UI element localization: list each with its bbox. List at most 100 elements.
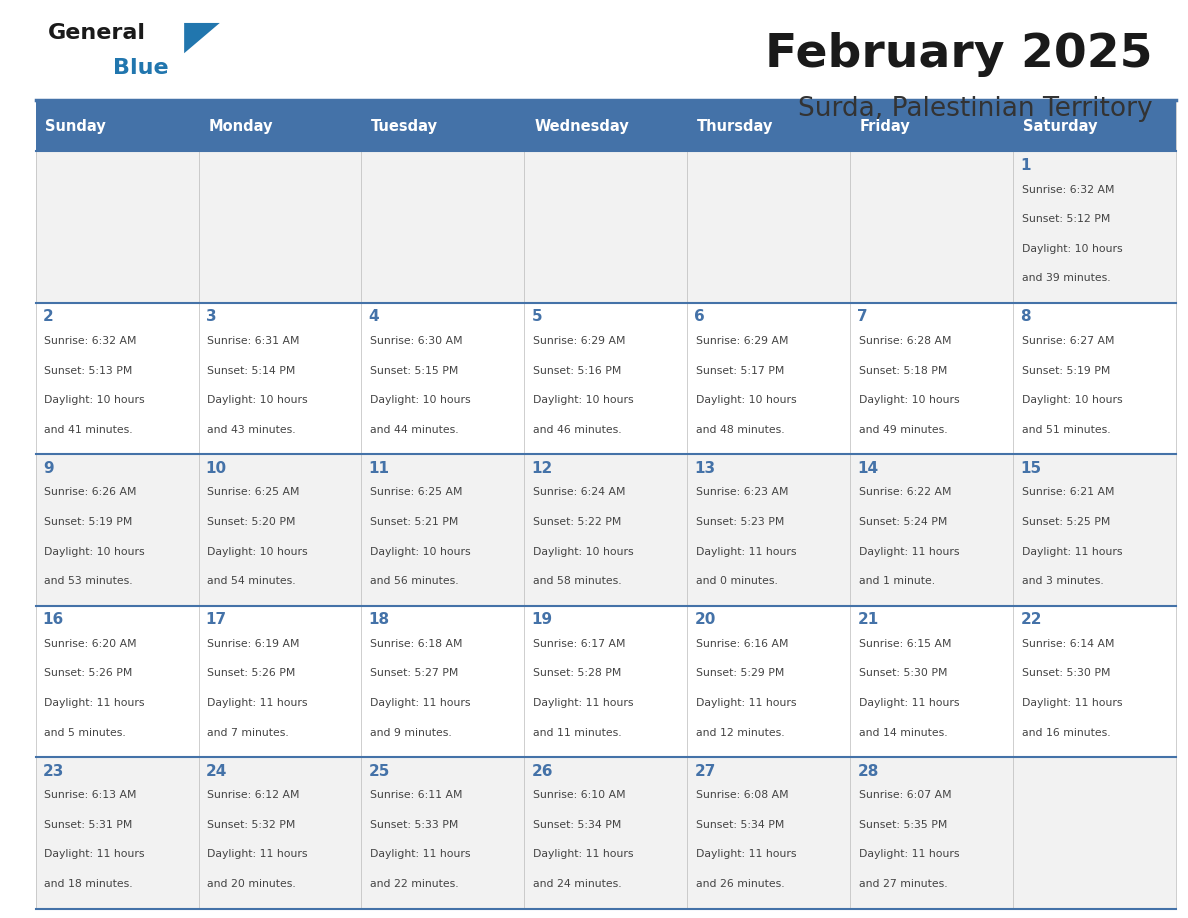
- Text: 2: 2: [43, 309, 53, 324]
- Text: 5: 5: [531, 309, 542, 324]
- Bar: [36, 606, 198, 757]
- Text: and 20 minutes.: and 20 minutes.: [207, 879, 296, 889]
- Text: Sunrise: 6:12 AM: Sunrise: 6:12 AM: [207, 790, 299, 800]
- Text: Daylight: 11 hours: Daylight: 11 hours: [207, 849, 308, 859]
- Text: Sunrise: 6:26 AM: Sunrise: 6:26 AM: [44, 487, 137, 498]
- Text: Sunset: 5:23 PM: Sunset: 5:23 PM: [696, 517, 784, 527]
- Text: 23: 23: [43, 764, 64, 778]
- Text: Daylight: 11 hours: Daylight: 11 hours: [44, 698, 145, 708]
- Text: Daylight: 10 hours: Daylight: 10 hours: [532, 546, 633, 556]
- Text: Sunrise: 6:28 AM: Sunrise: 6:28 AM: [859, 336, 952, 346]
- Text: Daylight: 11 hours: Daylight: 11 hours: [859, 546, 959, 556]
- Text: Sunrise: 6:32 AM: Sunrise: 6:32 AM: [1022, 185, 1114, 195]
- Text: Saturday: Saturday: [1023, 118, 1098, 134]
- Text: Sunset: 5:14 PM: Sunset: 5:14 PM: [207, 365, 296, 375]
- Text: and 27 minutes.: and 27 minutes.: [859, 879, 947, 889]
- Text: Sunset: 5:29 PM: Sunset: 5:29 PM: [696, 668, 784, 678]
- Bar: [198, 303, 361, 454]
- Text: Sunset: 5:34 PM: Sunset: 5:34 PM: [532, 820, 621, 830]
- Text: 12: 12: [531, 461, 552, 476]
- Text: Sunrise: 6:07 AM: Sunrise: 6:07 AM: [859, 790, 952, 800]
- Bar: [36, 454, 198, 606]
- Text: Wednesday: Wednesday: [535, 118, 628, 134]
- Text: Daylight: 10 hours: Daylight: 10 hours: [1022, 243, 1123, 253]
- Text: Sunset: 5:26 PM: Sunset: 5:26 PM: [207, 668, 296, 678]
- Bar: [524, 606, 688, 757]
- Text: Sunrise: 6:20 AM: Sunrise: 6:20 AM: [44, 639, 137, 649]
- Text: and 46 minutes.: and 46 minutes.: [532, 425, 621, 434]
- Text: Sunrise: 6:14 AM: Sunrise: 6:14 AM: [1022, 639, 1114, 649]
- Text: 4: 4: [368, 309, 379, 324]
- Text: and 5 minutes.: and 5 minutes.: [44, 728, 126, 737]
- Text: Sunrise: 6:18 AM: Sunrise: 6:18 AM: [369, 639, 462, 649]
- Text: and 24 minutes.: and 24 minutes.: [532, 879, 621, 889]
- Text: Sunrise: 6:13 AM: Sunrise: 6:13 AM: [44, 790, 137, 800]
- Text: Sunset: 5:30 PM: Sunset: 5:30 PM: [1022, 668, 1110, 678]
- Text: Daylight: 11 hours: Daylight: 11 hours: [696, 849, 796, 859]
- Text: Sunset: 5:33 PM: Sunset: 5:33 PM: [369, 820, 459, 830]
- Text: Sunrise: 6:08 AM: Sunrise: 6:08 AM: [696, 790, 789, 800]
- Bar: [524, 101, 688, 151]
- Bar: [524, 757, 688, 909]
- Text: 22: 22: [1020, 612, 1042, 627]
- Text: Sunset: 5:27 PM: Sunset: 5:27 PM: [369, 668, 459, 678]
- Text: 10: 10: [206, 461, 227, 476]
- Bar: [361, 101, 524, 151]
- Text: 16: 16: [43, 612, 64, 627]
- Text: Sunrise: 6:11 AM: Sunrise: 6:11 AM: [369, 790, 462, 800]
- Bar: [851, 101, 1013, 151]
- Text: February 2025: February 2025: [765, 32, 1152, 77]
- Text: Daylight: 11 hours: Daylight: 11 hours: [532, 698, 633, 708]
- Text: and 0 minutes.: and 0 minutes.: [696, 577, 777, 586]
- Text: Sunset: 5:18 PM: Sunset: 5:18 PM: [859, 365, 947, 375]
- Text: and 12 minutes.: and 12 minutes.: [696, 728, 784, 737]
- Text: 7: 7: [858, 309, 868, 324]
- Bar: [1013, 303, 1176, 454]
- Text: and 54 minutes.: and 54 minutes.: [207, 577, 296, 586]
- Bar: [1013, 454, 1176, 606]
- Text: Sunset: 5:16 PM: Sunset: 5:16 PM: [532, 365, 621, 375]
- Text: Sunset: 5:30 PM: Sunset: 5:30 PM: [859, 668, 947, 678]
- Text: and 18 minutes.: and 18 minutes.: [44, 879, 133, 889]
- Text: Surda, Palestinian Territory: Surda, Palestinian Territory: [797, 96, 1152, 122]
- Text: Sunrise: 6:23 AM: Sunrise: 6:23 AM: [696, 487, 788, 498]
- Text: Sunset: 5:24 PM: Sunset: 5:24 PM: [859, 517, 947, 527]
- Text: Daylight: 11 hours: Daylight: 11 hours: [859, 849, 959, 859]
- Bar: [361, 757, 524, 909]
- Text: Sunrise: 6:15 AM: Sunrise: 6:15 AM: [859, 639, 952, 649]
- Bar: [688, 151, 851, 303]
- Text: Daylight: 10 hours: Daylight: 10 hours: [44, 546, 145, 556]
- Bar: [198, 606, 361, 757]
- Text: Sunset: 5:20 PM: Sunset: 5:20 PM: [207, 517, 296, 527]
- Text: and 49 minutes.: and 49 minutes.: [859, 425, 947, 434]
- Text: General: General: [48, 23, 145, 43]
- Text: Daylight: 11 hours: Daylight: 11 hours: [859, 698, 959, 708]
- Text: Sunset: 5:32 PM: Sunset: 5:32 PM: [207, 820, 296, 830]
- Text: Sunset: 5:35 PM: Sunset: 5:35 PM: [859, 820, 947, 830]
- Text: Sunset: 5:25 PM: Sunset: 5:25 PM: [1022, 517, 1110, 527]
- Text: Sunrise: 6:32 AM: Sunrise: 6:32 AM: [44, 336, 137, 346]
- Text: Tuesday: Tuesday: [372, 118, 438, 134]
- Bar: [1013, 757, 1176, 909]
- Bar: [688, 757, 851, 909]
- Text: Sunrise: 6:10 AM: Sunrise: 6:10 AM: [532, 790, 625, 800]
- Text: Blue: Blue: [113, 58, 169, 78]
- Bar: [36, 303, 198, 454]
- Bar: [198, 101, 361, 151]
- Text: and 1 minute.: and 1 minute.: [859, 577, 935, 586]
- Text: Daylight: 11 hours: Daylight: 11 hours: [532, 849, 633, 859]
- Bar: [198, 757, 361, 909]
- Text: Sunset: 5:26 PM: Sunset: 5:26 PM: [44, 668, 132, 678]
- Text: Daylight: 10 hours: Daylight: 10 hours: [44, 395, 145, 405]
- Text: Friday: Friday: [860, 118, 911, 134]
- Text: and 39 minutes.: and 39 minutes.: [1022, 274, 1110, 283]
- Text: Sunrise: 6:25 AM: Sunrise: 6:25 AM: [207, 487, 299, 498]
- Text: Daylight: 10 hours: Daylight: 10 hours: [532, 395, 633, 405]
- Text: 15: 15: [1020, 461, 1042, 476]
- Text: 8: 8: [1020, 309, 1031, 324]
- Text: Sunrise: 6:16 AM: Sunrise: 6:16 AM: [696, 639, 788, 649]
- Text: Daylight: 10 hours: Daylight: 10 hours: [1022, 395, 1123, 405]
- Text: Sunrise: 6:29 AM: Sunrise: 6:29 AM: [532, 336, 625, 346]
- Text: Monday: Monday: [208, 118, 273, 134]
- Text: 17: 17: [206, 612, 227, 627]
